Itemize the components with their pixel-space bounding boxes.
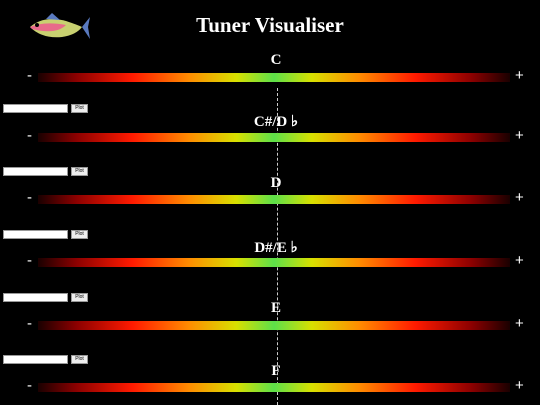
plus-sign: +: [515, 67, 524, 84]
fish-logo: [30, 13, 90, 39]
tuning-bar: [38, 195, 510, 204]
plus-sign: +: [515, 315, 524, 332]
tuning-bar: [38, 383, 510, 392]
minus-sign: -: [27, 377, 32, 394]
minus-sign: -: [27, 127, 32, 144]
note-label: D#/E ♭: [254, 240, 298, 256]
note-label: C: [270, 52, 282, 68]
plus-sign: +: [515, 252, 524, 269]
tuning-bar: [38, 321, 510, 330]
plot-input[interactable]: [3, 104, 68, 113]
plus-sign: +: [515, 189, 524, 206]
tuning-bar: [38, 73, 510, 82]
plus-sign: +: [515, 377, 524, 394]
minus-sign: -: [27, 189, 32, 206]
minus-sign: -: [27, 252, 32, 269]
plot-button[interactable]: Plot: [71, 167, 88, 176]
plot-button[interactable]: Plot: [71, 230, 88, 239]
plot-input[interactable]: [3, 230, 68, 239]
title: Tuner Visualiser: [196, 13, 344, 37]
plot-button[interactable]: Plot: [71, 104, 88, 113]
tuning-bar: [38, 258, 510, 267]
note-label: C#/D ♭: [253, 114, 299, 130]
plot-input[interactable]: [3, 167, 68, 176]
plot-button[interactable]: Plot: [71, 355, 88, 364]
tuning-bar: [38, 133, 510, 142]
plot-button[interactable]: Plot: [71, 293, 88, 302]
minus-sign: -: [27, 315, 32, 332]
plot-input[interactable]: [3, 293, 68, 302]
plot-input[interactable]: [3, 355, 68, 364]
note-label: E: [270, 300, 281, 316]
note-label: D: [270, 175, 282, 191]
center-line: [277, 88, 278, 405]
note-label: F: [271, 363, 281, 379]
plus-sign: +: [515, 127, 524, 144]
minus-sign: -: [27, 67, 32, 84]
